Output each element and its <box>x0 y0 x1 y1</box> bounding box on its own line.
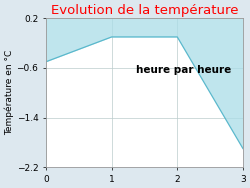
Text: heure par heure: heure par heure <box>136 65 232 75</box>
Y-axis label: Température en °C: Température en °C <box>4 50 14 135</box>
Title: Evolution de la température: Evolution de la température <box>51 4 238 17</box>
